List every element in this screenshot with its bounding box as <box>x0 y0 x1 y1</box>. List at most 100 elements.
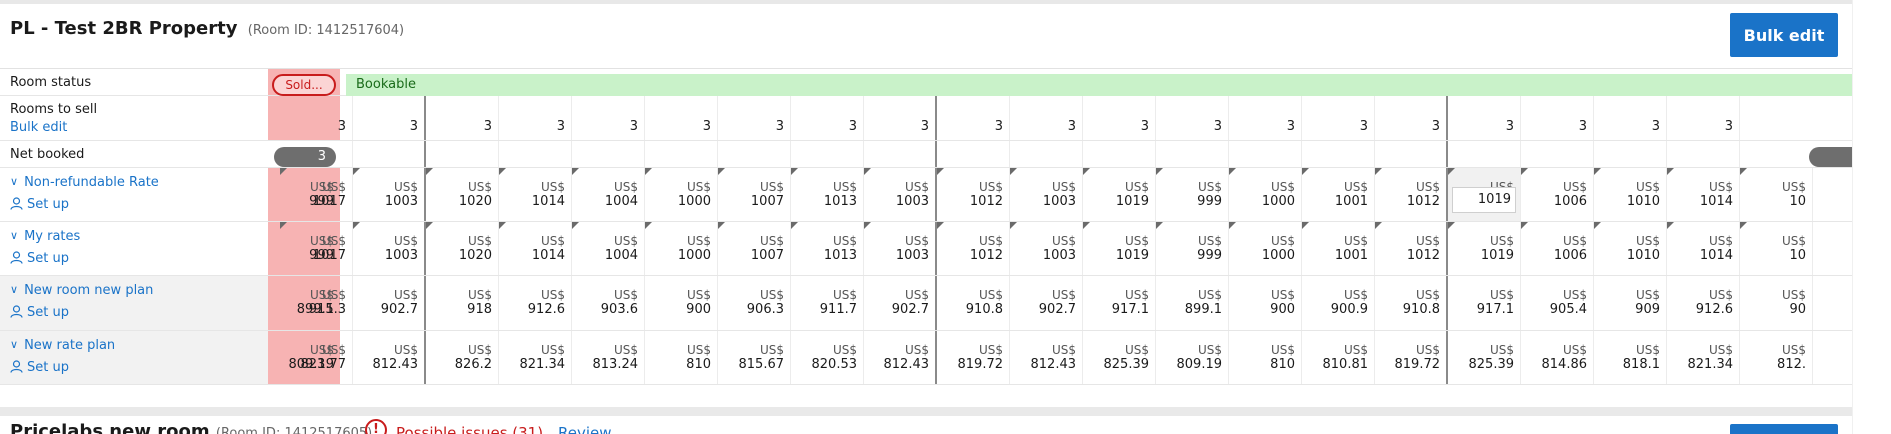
rate-cell[interactable]: US$ 1004 <box>572 168 645 221</box>
rate-cell[interactable]: US$ 809.19 <box>1156 331 1229 384</box>
setup-link[interactable]: Set up <box>10 197 69 212</box>
rate-cell[interactable]: US$ 1020 <box>426 222 499 275</box>
chevron-down-icon[interactable]: ∨ <box>10 283 19 296</box>
rate-cell[interactable]: US$ 815.67 <box>718 331 791 384</box>
rooms-to-sell-cell[interactable]: 3 <box>1521 96 1594 140</box>
rate-cell[interactable]: US$ 906.3 <box>718 276 791 330</box>
rate-plan-name[interactable]: ∨ My rates <box>10 229 80 244</box>
rooms-to-sell-cell[interactable]: 3 <box>1010 96 1083 140</box>
setup-link[interactable]: Set up <box>10 305 69 320</box>
page-scrollbar-track[interactable] <box>1852 0 1891 434</box>
rate-cell[interactable]: US$ 812.43 <box>864 331 937 384</box>
rate-plan-name[interactable]: ∨ New room new plan <box>10 283 153 298</box>
rate-cell[interactable]: US$1019 <box>1448 168 1521 221</box>
next-bulk-edit-button[interactable] <box>1730 424 1838 434</box>
rate-cell[interactable]: US$1019 <box>1083 168 1156 221</box>
rate-cell[interactable]: US$ 1003 <box>353 168 426 221</box>
net-booked-cell[interactable] <box>718 141 791 167</box>
rate-cell[interactable]: US$ 1020 <box>426 168 499 221</box>
rate-cell[interactable]: US$ 820.53 <box>791 331 864 384</box>
net-booked-cell[interactable] <box>1521 141 1594 167</box>
rate-plan-name[interactable]: ∨ Non-refundable Rate <box>10 175 159 190</box>
rate-cell[interactable]: US$ 1006 <box>1521 222 1594 275</box>
rate-cell[interactable]: US$ 10 <box>1740 168 1813 221</box>
rate-cell[interactable]: US$ 810.81 <box>1302 331 1375 384</box>
rooms-to-sell-cell[interactable]: 3 <box>280 96 353 140</box>
rate-cell[interactable]: US$ 810 <box>645 331 718 384</box>
rate-cell[interactable]: US$ 1014 <box>1667 222 1740 275</box>
rooms-to-sell-cell[interactable]: 3 <box>426 96 499 140</box>
today-rate-cell[interactable]: US$ 999 <box>268 222 340 275</box>
rate-cell[interactable]: US$ 1003 <box>1010 168 1083 221</box>
rooms-to-sell-cell[interactable]: 3 <box>1375 96 1448 140</box>
bulk-edit-button[interactable]: Bulk edit <box>1730 13 1838 57</box>
rate-cell[interactable]: US$ 905.4 <box>1521 276 1594 330</box>
rate-cell[interactable]: US$ 902.7 <box>1010 276 1083 330</box>
rate-cell[interactable]: US$ 1003 <box>864 168 937 221</box>
chevron-down-icon[interactable]: ∨ <box>10 338 19 351</box>
rooms-to-sell-cell[interactable]: 3 <box>1594 96 1667 140</box>
net-booked-cell[interactable] <box>499 141 572 167</box>
rate-cell[interactable]: US$ 821.34 <box>1667 331 1740 384</box>
rate-cell[interactable]: US$ 910.8 <box>1375 276 1448 330</box>
rate-cell[interactable]: US$ 900 <box>645 276 718 330</box>
rate-cell[interactable]: US$ 825.39 <box>1083 331 1156 384</box>
rate-cell[interactable]: US$ 10 <box>1740 222 1813 275</box>
rate-cell[interactable]: US$ 826.2 <box>426 331 499 384</box>
bookable-status-bar[interactable]: Bookable <box>346 74 1852 96</box>
net-booked-cell[interactable] <box>353 141 426 167</box>
rate-cell[interactable]: US$ 1001 <box>1302 222 1375 275</box>
rate-cell[interactable]: US$ 915.3 <box>280 276 353 330</box>
net-booked-cell[interactable] <box>1229 141 1302 167</box>
rate-cell[interactable]: US$ 1012 <box>1375 168 1448 221</box>
rate-cell[interactable]: US$ 810 <box>1229 331 1302 384</box>
chevron-down-icon[interactable]: ∨ <box>10 175 19 188</box>
rooms-to-sell-cell[interactable]: 3 <box>499 96 572 140</box>
rate-cell[interactable]: US$ 999 <box>1156 168 1229 221</box>
rate-cell[interactable]: US$ 825.39 <box>1448 331 1521 384</box>
rate-cell[interactable]: US$ 902.7 <box>864 276 937 330</box>
today-rate-cell[interactable]: US$ 809.19 <box>268 331 340 384</box>
rate-cell[interactable]: US$ 823.77 <box>280 331 353 384</box>
setup-link[interactable]: Set up <box>10 360 69 375</box>
rate-cell[interactable]: US$ 1003 <box>864 222 937 275</box>
rate-cell[interactable]: US$ 1017 <box>280 168 353 221</box>
rooms-to-sell-cell[interactable]: 3 <box>1156 96 1229 140</box>
rate-cell[interactable]: US$ 1000 <box>1229 168 1302 221</box>
rate-cell[interactable]: US$1019 <box>1083 222 1156 275</box>
rate-cell[interactable]: US$ 812. <box>1740 331 1813 384</box>
rate-cell[interactable]: US$1019 <box>1448 222 1521 275</box>
net-booked-cell[interactable] <box>1448 141 1521 167</box>
rate-cell[interactable]: US$ 900.9 <box>1302 276 1375 330</box>
net-booked-cell[interactable] <box>1302 141 1375 167</box>
rate-cell[interactable]: US$ 1000 <box>645 168 718 221</box>
rate-cell[interactable]: US$ 1012 <box>1375 222 1448 275</box>
net-booked-cell[interactable] <box>426 141 499 167</box>
rate-cell[interactable]: US$ 819.72 <box>937 331 1010 384</box>
rate-cell[interactable]: US$ 1003 <box>1010 222 1083 275</box>
rate-cell[interactable]: US$ 999 <box>1156 222 1229 275</box>
rate-cell[interactable]: US$ 1007 <box>718 222 791 275</box>
rate-cell[interactable]: US$ 902.7 <box>353 276 426 330</box>
rooms-bulk-edit-link[interactable]: Bulk edit <box>10 120 68 135</box>
net-booked-cell[interactable] <box>937 141 1010 167</box>
net-booked-cell[interactable] <box>1667 141 1740 167</box>
rate-cell[interactable]: US$ 912.6 <box>499 276 572 330</box>
rate-cell[interactable]: US$ 899.1 <box>1156 276 1229 330</box>
rate-cell[interactable]: US$ 1012 <box>937 168 1010 221</box>
net-booked-cell[interactable] <box>280 141 353 167</box>
rate-cell[interactable]: US$ 1001 <box>1302 168 1375 221</box>
rooms-to-sell-cell[interactable]: 3 <box>864 96 937 140</box>
rate-cell[interactable]: US$ 812.43 <box>1010 331 1083 384</box>
rate-cell[interactable]: US$ 910.8 <box>937 276 1010 330</box>
rooms-to-sell-cell[interactable]: 3 <box>572 96 645 140</box>
net-booked-badge-next[interactable] <box>1809 147 1852 167</box>
net-booked-cell[interactable] <box>1375 141 1448 167</box>
net-booked-badge[interactable]: 3 <box>274 147 336 167</box>
rate-plan-name[interactable]: ∨ New rate plan <box>10 338 115 353</box>
rate-cell[interactable]: US$ 1003 <box>353 222 426 275</box>
net-booked-cell[interactable] <box>645 141 718 167</box>
net-booked-cell[interactable] <box>864 141 937 167</box>
rate-cell[interactable]: US$ 917.1 <box>1083 276 1156 330</box>
rate-cell[interactable]: US$ 917.1 <box>1448 276 1521 330</box>
